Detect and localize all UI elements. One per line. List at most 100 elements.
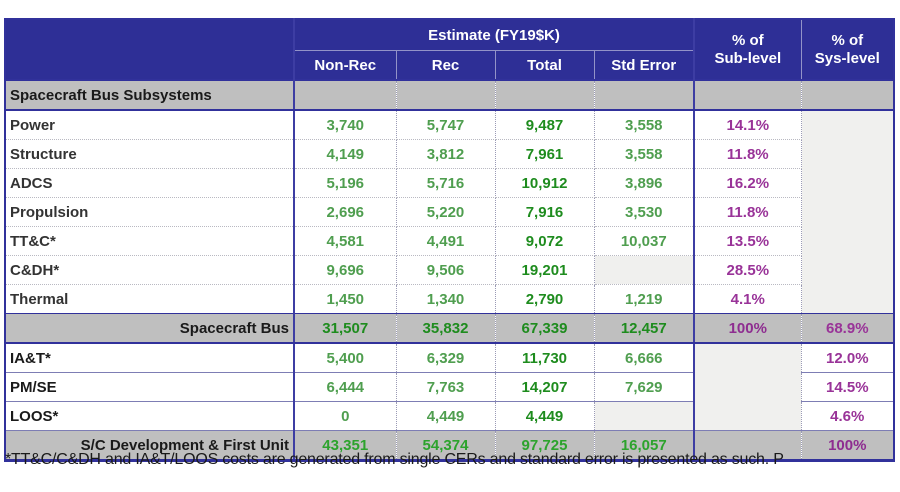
non-rec-value: 4,581 xyxy=(294,226,397,256)
pct-sys-line1: % of xyxy=(831,32,864,50)
section-header-row: Spacecraft Bus Subsystems xyxy=(5,79,895,111)
pct-sub-value: 13.5% xyxy=(694,226,802,256)
std-error-value: 7,629 xyxy=(594,372,696,402)
table-body: Spacecraft Bus Subsystems Power 3,740 5,… xyxy=(5,79,895,461)
row-label: TT&C* xyxy=(5,226,295,256)
row-label: C&DH* xyxy=(5,255,295,285)
empty-cell xyxy=(294,79,397,111)
std-error-value: 3,558 xyxy=(594,110,696,140)
cost-table-container: Estimate (FY19$K) % of Sub-level % of Sy… xyxy=(4,18,896,462)
non-rec-value: 9,696 xyxy=(294,255,397,285)
total-value: 9,487 xyxy=(495,110,595,140)
rec-value: 5,716 xyxy=(396,168,496,198)
table-row-pmse: PM/SE 6,444 7,763 14,207 7,629 14.5% xyxy=(5,372,895,402)
rec-value: 1,340 xyxy=(396,284,496,314)
std-error-value: 16,057 xyxy=(594,430,696,461)
table-header: Estimate (FY19$K) % of Sub-level % of Sy… xyxy=(4,18,895,81)
total-value: 14,207 xyxy=(495,372,595,402)
table-row-thermal: Thermal 1,450 1,340 2,790 1,219 4.1% xyxy=(5,284,894,314)
row-label: Propulsion xyxy=(5,197,295,227)
header-col-std-error: Std Error xyxy=(593,50,696,81)
table-row-power: Power 3,740 5,747 9,487 3,558 14.1% xyxy=(5,110,895,314)
std-error-value: 3,558 xyxy=(594,139,696,169)
grand-total-label: S/C Development & First Unit xyxy=(5,430,295,461)
total-value: 67,339 xyxy=(495,313,595,344)
row-label: IA&T* xyxy=(5,343,295,373)
row-label: Power xyxy=(5,110,295,140)
std-error-value: 3,896 xyxy=(594,168,696,198)
header-col-non-rec: Non-Rec xyxy=(293,50,397,81)
row-label: ADCS xyxy=(5,168,295,198)
pct-sub-line1: % of xyxy=(731,32,764,50)
section-title: Spacecraft Bus Subsystems xyxy=(5,79,295,111)
header-corner-cell xyxy=(4,18,295,81)
rec-value: 4,449 xyxy=(396,401,496,431)
non-rec-value: 5,400 xyxy=(294,343,397,373)
row-label: Thermal xyxy=(5,284,295,314)
std-error-value: 10,037 xyxy=(594,226,696,256)
non-rec-value: 3,740 xyxy=(294,110,397,140)
pct-sys-value: 4.6% xyxy=(801,401,895,431)
table-row-ttc: TT&C* 4,581 4,491 9,072 10,037 13.5% xyxy=(5,226,894,256)
header-row-group: Estimate (FY19$K) % of Sub-level % of Sy… xyxy=(4,18,895,81)
pct-sub-value: 28.5% xyxy=(694,255,802,285)
rec-value: 6,329 xyxy=(396,343,496,373)
table-row-structure: Structure 4,149 3,812 7,961 3,558 11.8% xyxy=(5,139,894,169)
rec-value: 3,812 xyxy=(396,139,496,169)
empty-cell xyxy=(694,79,802,111)
total-value: 7,961 xyxy=(495,139,595,169)
row-label: PM/SE xyxy=(5,372,295,402)
header-row-columns: Non-Rec Rec Total Std Error xyxy=(5,50,895,81)
table-row-loos: LOOS* 0 4,449 4,449 4.6% xyxy=(5,401,895,431)
table-row-adcs: ADCS 5,196 5,716 10,912 3,896 16.2% xyxy=(5,168,894,198)
std-error-value: 3,530 xyxy=(594,197,696,227)
empty-cell xyxy=(495,79,595,111)
non-rec-value: 43,351 xyxy=(294,430,397,461)
non-rec-value: 2,696 xyxy=(294,197,397,227)
total-value: 9,072 xyxy=(495,226,595,256)
pct-sys-value: 68.9% xyxy=(801,313,895,344)
pct-sub-value: 16.2% xyxy=(694,168,802,198)
row-label: LOOS* xyxy=(5,401,295,431)
sys-level-merged-empty-cell xyxy=(801,110,895,314)
rec-value: 5,220 xyxy=(396,197,496,227)
non-rec-value: 1,450 xyxy=(294,284,397,314)
total-value: 2,790 xyxy=(495,284,595,314)
sub-level-merged-empty-cell xyxy=(694,343,802,431)
rec-value: 54,374 xyxy=(396,430,496,461)
total-value: 19,201 xyxy=(495,255,595,285)
pct-sys-value: 100% xyxy=(801,430,895,461)
header-estimate-group: Estimate (FY19$K) xyxy=(293,18,696,51)
subtotal-row-spacecraft-bus: Spacecraft Bus 31,507 35,832 67,339 12,4… xyxy=(5,313,895,344)
header-col-total: Total xyxy=(494,50,595,81)
non-rec-value: 4,149 xyxy=(294,139,397,169)
empty-cell xyxy=(396,79,496,111)
pct-sub-value: 4.1% xyxy=(694,284,802,314)
total-value: 97,725 xyxy=(495,430,595,461)
pct-sub-value: 100% xyxy=(694,313,802,344)
table-row-cdh: C&DH* 9,696 9,506 19,201 28.5% xyxy=(5,255,894,285)
rec-value: 4,491 xyxy=(396,226,496,256)
empty-cell xyxy=(801,79,895,111)
header-col-rec: Rec xyxy=(395,50,496,81)
non-rec-value: 31,507 xyxy=(294,313,397,344)
rec-value: 7,763 xyxy=(396,372,496,402)
total-value: 7,916 xyxy=(495,197,595,227)
rec-value: 9,506 xyxy=(396,255,496,285)
table-row-iat: IA&T* 5,400 6,329 11,730 6,666 12.0% xyxy=(5,343,895,431)
total-value: 10,912 xyxy=(495,168,595,198)
table-row-propulsion: Propulsion 2,696 5,220 7,916 3,530 11.8% xyxy=(5,197,894,227)
pct-sub-value: 11.8% xyxy=(694,139,802,169)
table-footnote: *TT&C/C&DH and IA&T/LOOS costs are gener… xyxy=(5,451,784,468)
pct-sub-line2: Sub-level xyxy=(714,49,782,67)
pct-sub-value: 14.1% xyxy=(694,110,802,140)
header-pct-sys-level: % of Sys-level xyxy=(800,18,895,81)
non-rec-value: 5,196 xyxy=(294,168,397,198)
std-error-value: 6,666 xyxy=(594,343,696,373)
std-error-value: 1,219 xyxy=(594,284,696,314)
empty-cell xyxy=(594,79,696,111)
std-error-empty-cell xyxy=(594,255,696,285)
total-value: 4,449 xyxy=(495,401,595,431)
cost-estimate-table: Estimate (FY19$K) % of Sub-level % of Sy… xyxy=(4,18,896,462)
